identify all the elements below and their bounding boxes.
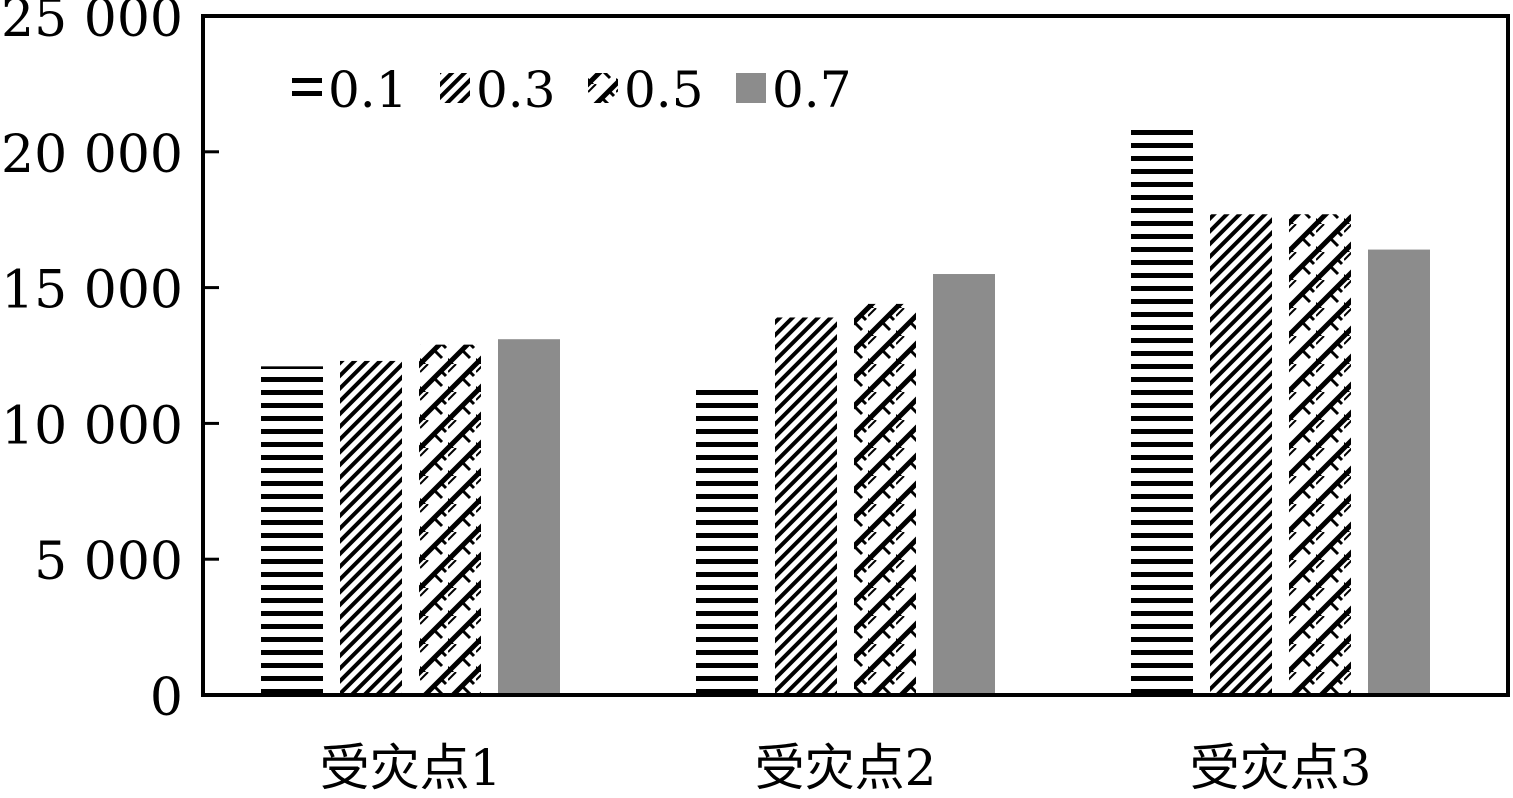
x-tick-label: 受灾点3 <box>1190 739 1372 793</box>
x-tick-label: 受灾点1 <box>320 739 502 793</box>
bar-1-series-3 <box>419 344 481 695</box>
bar-1-series-4 <box>498 339 560 695</box>
legend-swatch-1 <box>292 73 322 103</box>
plot-frame <box>201 14 1510 697</box>
legend-label-3: 0.5 <box>624 61 704 119</box>
legend-label-4: 0.7 <box>772 61 852 119</box>
bar-2-series-4 <box>933 274 995 695</box>
bar-2-series-3 <box>854 303 916 695</box>
y-tick-label: 20 000 <box>1 125 183 185</box>
bar-3-series-1 <box>1131 127 1193 695</box>
legend-label-2: 0.3 <box>476 61 556 119</box>
bar-3-series-3 <box>1289 214 1351 695</box>
legend-swatch-3 <box>588 73 618 103</box>
y-tick-label: 5 000 <box>34 532 183 592</box>
bar-1-series-2 <box>340 360 402 695</box>
y-tick-label: 25 000 <box>1 0 183 49</box>
y-tick-label: 15 000 <box>1 261 183 321</box>
legend-swatch-4 <box>736 73 766 103</box>
y-tick-label: 0 <box>150 668 183 728</box>
legend-label-1: 0.1 <box>328 61 408 119</box>
bar-2-series-2 <box>775 317 837 695</box>
legend-swatch-2 <box>440 73 470 103</box>
bar-2-series-1 <box>696 382 758 695</box>
bar-3-series-4 <box>1368 249 1430 696</box>
bar-1-series-1 <box>261 366 323 695</box>
bar-3-series-2 <box>1210 214 1272 695</box>
y-tick-label: 10 000 <box>1 396 183 456</box>
x-tick-label: 受灾点2 <box>755 739 937 793</box>
